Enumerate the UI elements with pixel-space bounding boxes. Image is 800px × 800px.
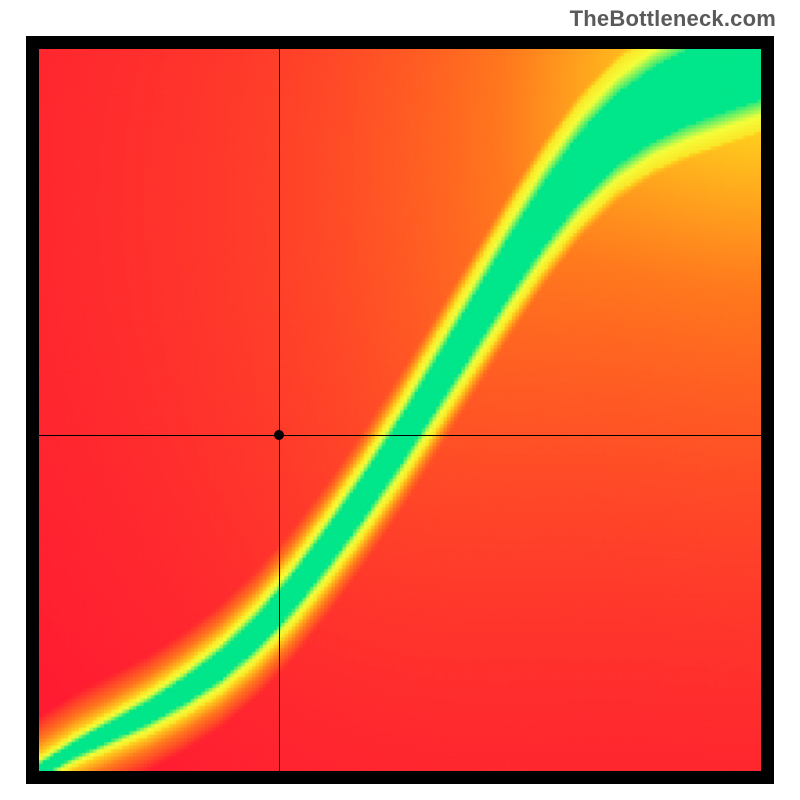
crosshair-marker bbox=[274, 430, 284, 440]
heatmap-canvas bbox=[39, 49, 761, 771]
plot-inner bbox=[39, 49, 761, 771]
crosshair-horizontal bbox=[39, 435, 761, 436]
watermark-text: TheBottleneck.com bbox=[570, 6, 776, 32]
chart-container: TheBottleneck.com bbox=[0, 0, 800, 800]
plot-frame bbox=[26, 36, 774, 784]
crosshair-vertical bbox=[279, 49, 280, 771]
